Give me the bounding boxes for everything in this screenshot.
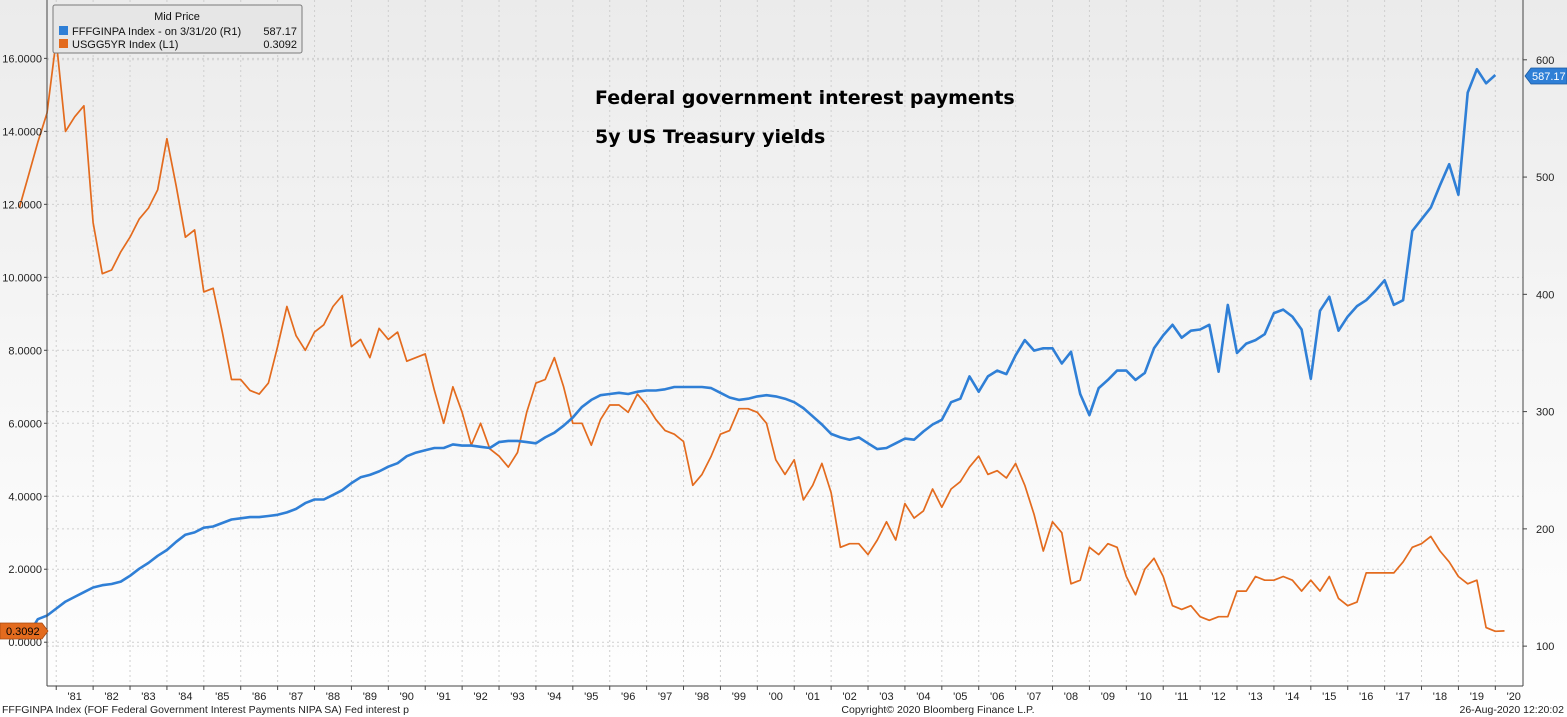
y-left-tick-label: 0.0000: [8, 637, 42, 649]
x-tick-label: '96: [621, 691, 635, 703]
x-tick-label: '04: [916, 691, 930, 703]
legend: Mid Price FFFGINPA Index - on 3/31/20 (R…: [52, 4, 303, 54]
series-line-fffginpa-index: [18, 67, 1497, 641]
y-left-tick-label: 10.0000: [2, 272, 42, 284]
x-tick-label: '97: [658, 691, 672, 703]
series-layer: [18, 39, 1505, 641]
x-tick-label: '12: [1211, 691, 1225, 703]
footer-description: FFFGINPA Index (FOF Federal Government I…: [2, 704, 409, 716]
footer-timestamp: 26-Aug-2020 12:20:02: [1459, 704, 1564, 716]
x-tick-label: '98: [695, 691, 709, 703]
x-tick-label: '09: [1101, 691, 1115, 703]
y-right-tick-label: 100: [1536, 641, 1554, 653]
legend-swatch-treasury-yields: [59, 39, 68, 48]
x-tick-label: '16: [1359, 691, 1373, 703]
x-tick-label: '11: [1175, 691, 1189, 703]
y-right-tick-label: 200: [1536, 524, 1554, 536]
y-right-tick-label: 600: [1536, 55, 1554, 67]
x-tick-label: '20: [1507, 691, 1521, 703]
y-left-tick-label: 2.0000: [8, 564, 42, 576]
x-tick-label: '06: [990, 691, 1004, 703]
x-tick-label: '93: [510, 691, 524, 703]
badge-left-last-value: 0.3092: [0, 622, 49, 640]
y-left-tick-label: 16.0000: [2, 53, 42, 65]
x-tick-label: '14: [1285, 691, 1299, 703]
x-tick-label: '92: [473, 691, 487, 703]
x-tick-label: '99: [732, 691, 746, 703]
badge-left-text: 0.3092: [6, 626, 40, 638]
x-tick-label: '82: [104, 691, 118, 703]
x-tick-label: '84: [178, 691, 192, 703]
y-left-tick-label: 4.0000: [8, 491, 42, 503]
x-tick-label: '17: [1396, 691, 1410, 703]
y-right-tick-label: 300: [1536, 407, 1554, 419]
x-tick-label: '05: [953, 691, 967, 703]
legend-value-interest-payments: 587.17: [263, 26, 297, 38]
footer-copyright: Copyright© 2020 Bloomberg Finance L.P.: [841, 704, 1034, 716]
x-tick-label: '90: [400, 691, 414, 703]
x-tick-label: '87: [289, 691, 303, 703]
x-tick-label: '19: [1470, 691, 1484, 703]
grid: [47, 0, 1523, 686]
badge-right-last-value: 587.17: [1524, 67, 1567, 85]
x-tick-label: '02: [842, 691, 856, 703]
legend-label-treasury-yields: USGG5YR Index (L1): [72, 39, 178, 51]
x-tick-label: '94: [547, 691, 561, 703]
y-right-tick-label: 500: [1536, 172, 1554, 184]
series-line-usgg5yr-index: [18, 39, 1505, 633]
legend-swatch-interest-payments: [59, 26, 68, 35]
x-tick-label: '08: [1064, 691, 1078, 703]
x-tick-label: '81: [68, 691, 82, 703]
x-tick-label: '00: [769, 691, 783, 703]
legend-label-interest-payments: FFFGINPA Index - on 3/31/20 (R1): [72, 26, 241, 38]
x-tick-label: '15: [1322, 691, 1336, 703]
y-right-tick-label: 400: [1536, 289, 1554, 301]
x-tick-label: '95: [584, 691, 598, 703]
x-tick-label: '83: [141, 691, 155, 703]
legend-box: [52, 4, 303, 54]
legend-value-treasury-yields: 0.3092: [263, 39, 297, 51]
y-left-tick-label: 8.0000: [8, 345, 42, 357]
badge-right-text: 587.17: [1532, 71, 1566, 83]
x-tick-label: '07: [1027, 691, 1041, 703]
y-left-tick-label: 14.0000: [2, 126, 42, 138]
x-tick-label: '18: [1433, 691, 1447, 703]
annotation-interest-payments: Federal government interest payments: [595, 87, 1015, 109]
y-left-tick-label: 12.0000: [2, 199, 42, 211]
x-tick-label: '85: [215, 691, 229, 703]
x-tick-label: '91: [437, 691, 451, 703]
x-tick-label: '88: [326, 691, 340, 703]
x-tick-label: '03: [879, 691, 893, 703]
axes: [44, 0, 1527, 690]
tick-labels: 0.0000 2.0000 4.0000 6.0000 8.0000 10.0000 12.…: [2, 53, 1554, 703]
y-left-tick-label: 6.0000: [8, 418, 42, 430]
x-tick-label: '10: [1138, 691, 1152, 703]
legend-title: Mid Price: [154, 11, 200, 23]
x-tick-label: '01: [806, 691, 820, 703]
x-tick-label: '89: [363, 691, 377, 703]
x-tick-label: '86: [252, 691, 266, 703]
x-tick-label: '13: [1248, 691, 1262, 703]
annotation-treasury-yields: 5y US Treasury yields: [595, 126, 825, 148]
